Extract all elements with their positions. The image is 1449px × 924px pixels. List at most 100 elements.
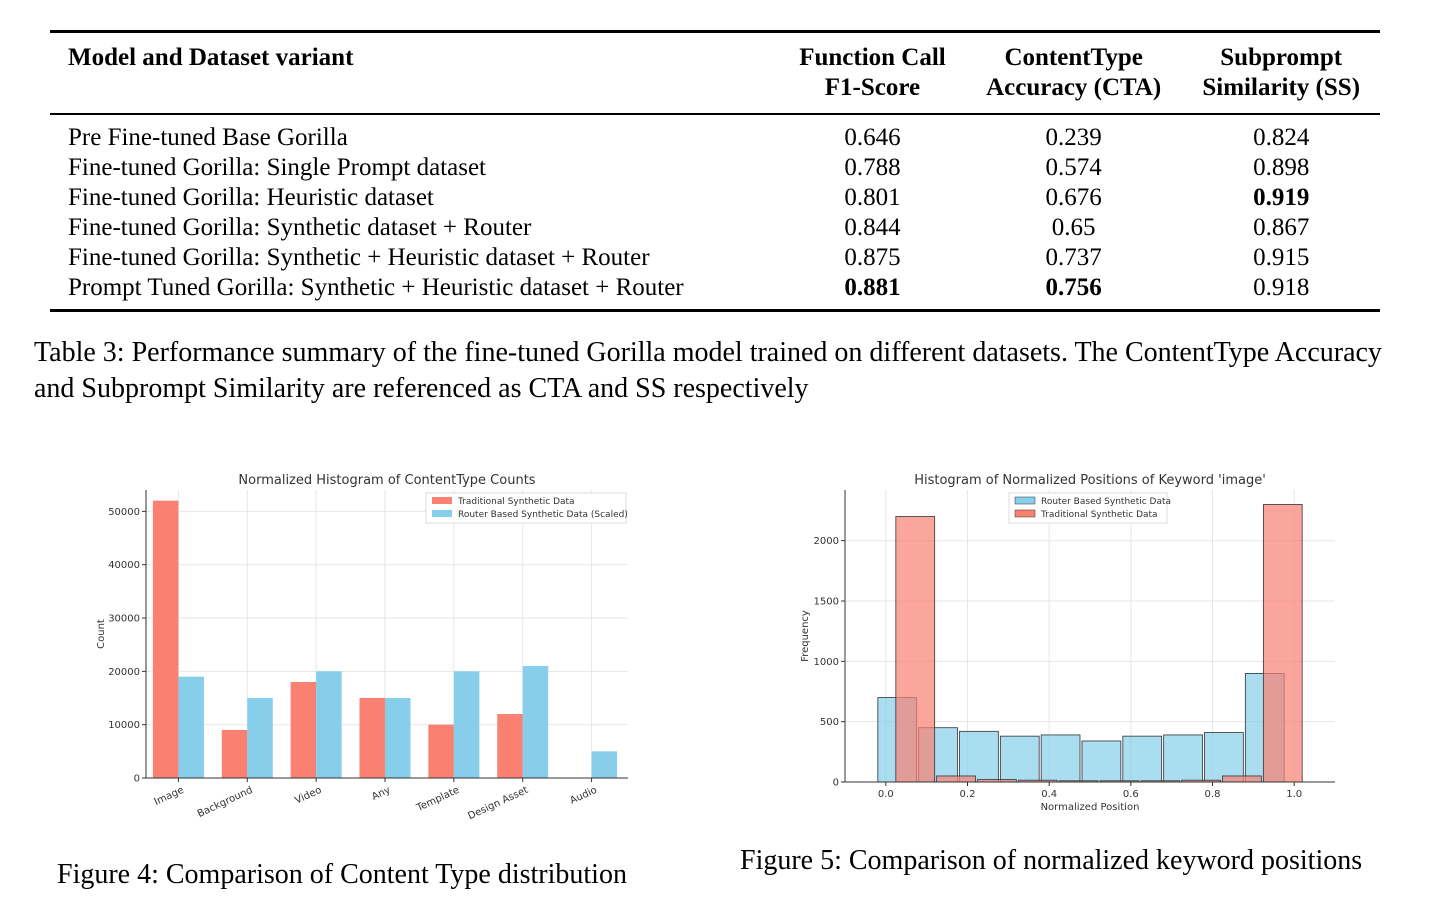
metric-cell: 0.737 bbox=[1045, 244, 1102, 271]
metric-cell: 0.915 bbox=[1253, 244, 1310, 271]
column-header-line: Accuracy (CTA) bbox=[986, 74, 1162, 101]
legend: Router Based Synthetic Data Traditional S… bbox=[1008, 492, 1171, 524]
y-tick-label: 40000 bbox=[108, 560, 140, 571]
bar-router bbox=[959, 730, 999, 783]
x-tick-label: Audio bbox=[568, 785, 598, 807]
figure-5-caption: Figure 5: Comparison of normalized keywo… bbox=[740, 845, 1363, 876]
bar-traditional bbox=[359, 698, 385, 778]
bar-router bbox=[1040, 734, 1081, 783]
y-axis-label: Frequency bbox=[800, 610, 811, 662]
keyword-position-histogram: Histogram of Normalized Positions of Key… bbox=[800, 473, 1335, 812]
y-tick-label: 10000 bbox=[108, 720, 140, 731]
bar-traditional bbox=[152, 500, 179, 778]
table-header-row: Model and Dataset variant Function Call F1… bbox=[50, 31, 1380, 115]
row-label: Fine-tuned Gorilla: Heuristic dataset bbox=[68, 184, 434, 211]
bar-router bbox=[522, 666, 549, 778]
metric-cell: 0.898 bbox=[1253, 154, 1310, 181]
legend-swatch bbox=[432, 510, 452, 517]
x-tick-label: Image bbox=[153, 785, 186, 808]
metric-cell: 0.574 bbox=[1045, 154, 1102, 181]
y-tick-label: 2000 bbox=[814, 536, 839, 547]
metric-cell: 0.756 bbox=[1045, 274, 1102, 301]
metric-cell: 0.676 bbox=[1045, 184, 1102, 211]
legend-label: Router Based Synthetic Data bbox=[1041, 497, 1171, 507]
legend-label: Traditional Synthetic Data bbox=[1040, 510, 1158, 520]
chart-title: Normalized Histogram of ContentType Coun… bbox=[238, 473, 535, 488]
metric-cell: 0.788 bbox=[844, 154, 901, 181]
results-table: Model and Dataset variant Function Call F1… bbox=[50, 30, 1380, 312]
bar-router bbox=[316, 671, 342, 778]
y-tick-label: 1000 bbox=[814, 657, 839, 668]
chart-title: Histogram of Normalized Positions of Key… bbox=[914, 473, 1266, 488]
bar-traditional bbox=[290, 682, 317, 778]
column-header: ContentType Accuracy (CTA) bbox=[965, 32, 1182, 115]
x-tick-label: Design Asset bbox=[466, 785, 530, 822]
column-header-line: Function Call bbox=[799, 44, 946, 71]
x-tick-label: 0.2 bbox=[960, 789, 976, 800]
column-header: Subprompt Similarity (SS) bbox=[1182, 32, 1380, 115]
legend-label: Traditional Synthetic Data bbox=[457, 497, 575, 507]
table-row: Fine-tuned Gorilla: Synthetic + Heuristi… bbox=[50, 243, 1380, 273]
legend-box bbox=[1008, 492, 1168, 524]
x-tick-label: 0.8 bbox=[1205, 789, 1221, 800]
metric-cell: 0.65 bbox=[1051, 214, 1096, 241]
column-header-line: Similarity (SS) bbox=[1202, 74, 1361, 101]
bar-router bbox=[591, 751, 618, 778]
x-tick-label: Video bbox=[293, 785, 323, 807]
column-header-line: Model and Dataset variant bbox=[68, 44, 354, 71]
column-header-line: ContentType bbox=[1004, 44, 1143, 71]
legend: Traditional Synthetic Data Router Based S… bbox=[425, 492, 628, 524]
row-label: Fine-tuned Gorilla: Single Prompt datase… bbox=[68, 154, 486, 181]
x-axis-label: Normalized Position bbox=[1041, 802, 1140, 812]
bar-router bbox=[999, 735, 1040, 783]
column-header: Function Call F1-Score bbox=[780, 32, 965, 115]
bar-traditional bbox=[895, 516, 936, 783]
y-tick-label: 50000 bbox=[108, 507, 140, 518]
table-caption: Table 3: Performance summary of the fine… bbox=[34, 337, 1382, 404]
table-row: Fine-tuned Gorilla: Single Prompt datase… bbox=[50, 153, 1380, 183]
table-row: Fine-tuned Gorilla: Heuristic dataset 0.8… bbox=[50, 183, 1380, 213]
y-tick-label: 500 bbox=[820, 717, 839, 728]
legend-swatch bbox=[1014, 509, 1036, 518]
y-axis-label: Count bbox=[96, 619, 107, 649]
metric-cell: 0.875 bbox=[844, 244, 901, 271]
bar-router bbox=[453, 671, 480, 778]
metric-cell: 0.239 bbox=[1045, 124, 1102, 151]
row-label: Pre Fine-tuned Base Gorilla bbox=[68, 124, 348, 151]
figure-4-caption: Figure 4: Comparison of Content Type dis… bbox=[57, 859, 627, 890]
metric-cell: 0.919 bbox=[1253, 184, 1310, 211]
x-tick-label: Background bbox=[196, 785, 255, 820]
bar-traditional bbox=[221, 730, 248, 778]
metric-cell: 0.881 bbox=[844, 274, 901, 301]
y-tick-label: 0 bbox=[134, 774, 140, 785]
legend-swatch bbox=[1014, 496, 1036, 505]
column-header: Model and Dataset variant bbox=[50, 32, 780, 115]
bar-traditional bbox=[1222, 775, 1262, 783]
metric-cell: 0.646 bbox=[844, 124, 901, 151]
x-tick-label: Template bbox=[414, 785, 461, 815]
row-label: Fine-tuned Gorilla: Synthetic dataset + … bbox=[68, 214, 532, 241]
legend-label: Router Based Synthetic Data (Scaled) bbox=[458, 510, 628, 520]
table-row: Fine-tuned Gorilla: Synthetic dataset + … bbox=[50, 213, 1380, 243]
bar-traditional bbox=[497, 714, 523, 778]
bar-router bbox=[385, 698, 411, 778]
y-tick-label: 30000 bbox=[108, 614, 140, 625]
bar-router bbox=[247, 698, 273, 778]
row-label: Prompt Tuned Gorilla: Synthetic + Heuris… bbox=[68, 274, 684, 301]
bar-traditional bbox=[1262, 504, 1303, 783]
bar-router bbox=[1081, 740, 1122, 783]
table-row: Prompt Tuned Gorilla: Synthetic + Heuris… bbox=[50, 273, 1380, 311]
content-type-histogram: Normalized Histogram of ContentType Coun… bbox=[96, 473, 628, 822]
metric-cell: 0.918 bbox=[1253, 274, 1310, 301]
legend-box bbox=[425, 492, 627, 524]
table-body: Pre Fine-tuned Base Gorilla 0.646 0.239 0.8… bbox=[50, 114, 1380, 311]
x-tick-label: 0.4 bbox=[1041, 789, 1057, 800]
y-tick-label: 0 bbox=[833, 778, 839, 789]
metric-cell: 0.844 bbox=[844, 214, 901, 241]
bar-router bbox=[178, 676, 204, 778]
metric-cell: 0.867 bbox=[1253, 214, 1310, 241]
bar-router bbox=[1122, 735, 1163, 783]
x-tick-label: 1.0 bbox=[1286, 789, 1302, 800]
bar-router bbox=[1204, 732, 1244, 783]
metric-cell: 0.801 bbox=[844, 184, 901, 211]
